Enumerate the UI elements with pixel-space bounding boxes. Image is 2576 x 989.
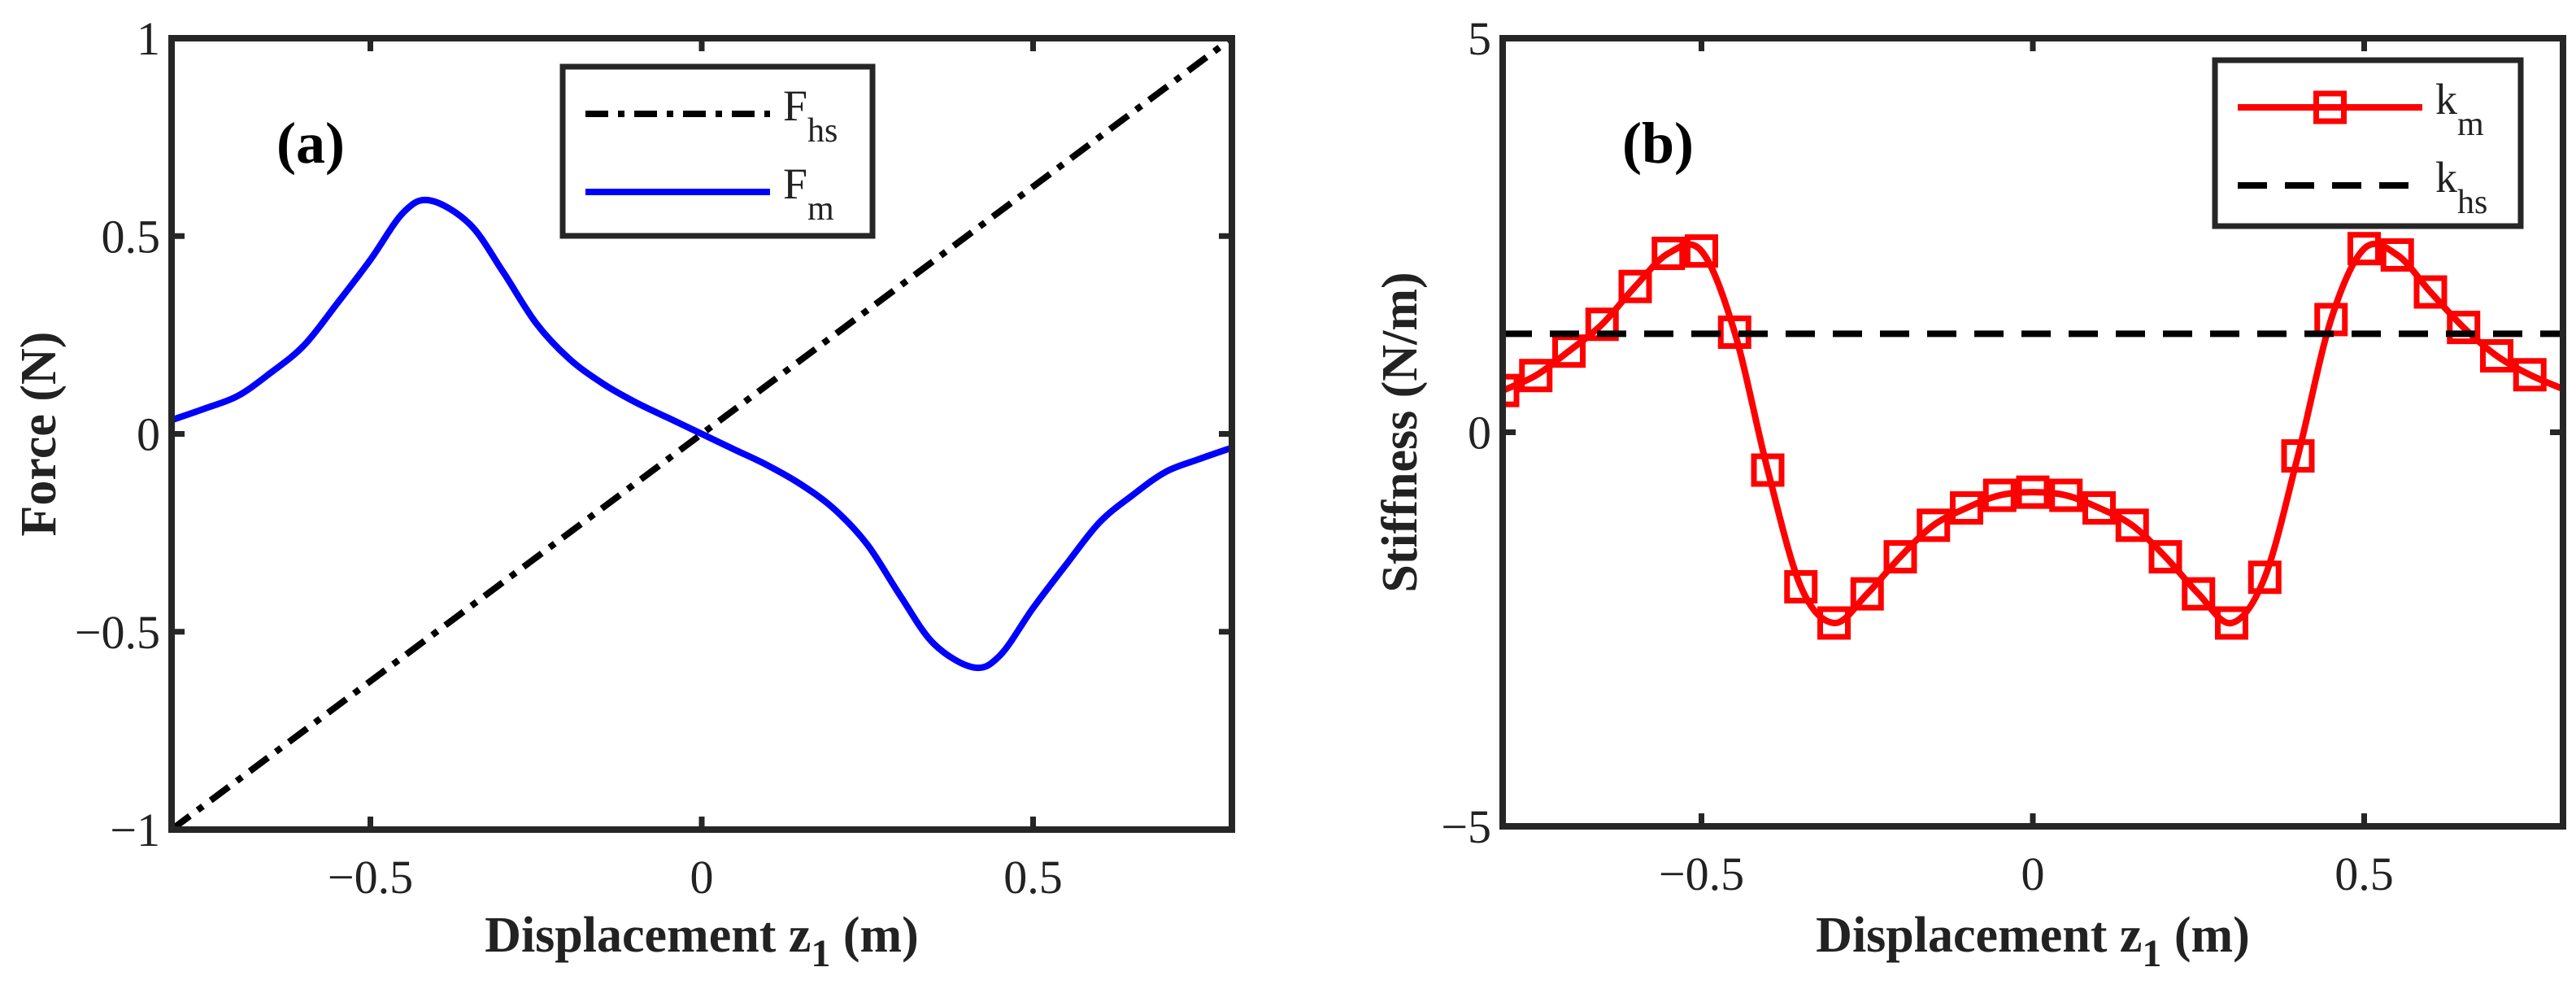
panel-b: −0.5 0 0.5 −5 0 5 (b) Displacement z1 (m) Stiffn…: [1373, 12, 2566, 975]
data-point-marker: [1917, 508, 1951, 542]
data-point-marker: [1950, 491, 1983, 525]
y-tick-label: 0: [137, 408, 160, 461]
data-point-marker: [2182, 577, 2216, 611]
data-point-marker: [2148, 540, 2182, 574]
legend-label-sub: m: [807, 190, 834, 228]
axes-box: [1499, 35, 2566, 830]
x-tick-label: 0.5: [2334, 847, 2394, 900]
series-km: [1503, 232, 2563, 640]
y-tick-label: 5: [1468, 12, 1491, 65]
data-point-marker: [1784, 569, 1818, 603]
x-tick-label: 0.5: [1003, 851, 1063, 904]
data-point-marker: [2082, 491, 2116, 525]
data-point-marker: [2413, 275, 2448, 309]
x-axis-title: Displacement z1 (m): [1816, 908, 2250, 975]
data-point-marker: [2115, 508, 2149, 542]
data-point-marker: [1503, 373, 1520, 407]
y-axis-title: Stiffness (N/m): [1373, 272, 1428, 592]
y-tick-label: 1: [137, 12, 160, 65]
legend-label-main: F: [783, 159, 807, 208]
data-point-marker: [2215, 606, 2248, 640]
y-tick-label: −1: [110, 804, 160, 856]
data-point-marker: [2348, 232, 2381, 266]
panel-label: (a): [276, 111, 345, 176]
x-axis-title-main: Displacement z: [485, 908, 811, 963]
legend-label: khs: [2435, 153, 2487, 221]
data-point-marker: [1552, 334, 1586, 368]
legend-box: [2212, 57, 2524, 229]
data-point-marker: [1817, 606, 1851, 640]
x-tick-label: 0: [2021, 847, 2045, 900]
y-tick-label: −0.5: [75, 606, 160, 659]
data-point-marker: [1982, 478, 2017, 512]
x-axis-title-main: Displacement z: [1816, 908, 2142, 963]
legend-label-sub: hs: [807, 112, 838, 150]
legend-label-main: F: [783, 81, 807, 130]
legend-marker: [2313, 90, 2347, 124]
data-point-marker: [1685, 234, 1718, 268]
data-point-marker: [1751, 453, 1785, 487]
x-axis-title-unit: (m): [2161, 908, 2249, 963]
data-point-marker: [2281, 439, 2315, 473]
data-point-marker: [1519, 359, 1553, 393]
panel-label: (b): [1622, 111, 1694, 176]
data-point-marker: [1883, 540, 1917, 574]
data-point-marker: [2380, 237, 2414, 272]
data-point-marker: [2447, 311, 2481, 345]
legend-label-main: k: [2435, 153, 2457, 202]
x-tick-label: −0.5: [1659, 847, 1744, 900]
Fm-line: [172, 196, 1232, 672]
data-point-marker: [1618, 269, 1652, 303]
legend-label: Fm: [783, 159, 834, 228]
x-axis-title-unit: (m): [830, 908, 918, 963]
x-axis-title-sub: 1: [2142, 932, 2161, 975]
legend-label-sub: hs: [2457, 184, 2487, 221]
legend-box: [559, 63, 876, 239]
km-line: [1503, 241, 2563, 627]
data-point-marker: [1651, 237, 1686, 271]
data-point-marker: [2480, 339, 2513, 373]
data-point-marker: [2049, 478, 2083, 512]
legend-label: km: [2435, 75, 2484, 143]
data-point-marker: [1585, 307, 1619, 342]
data-point-marker: [2247, 560, 2282, 595]
y-axis-title: Force (N): [11, 332, 67, 537]
legend-label: Fhs: [783, 81, 838, 150]
data-point-marker: [2513, 358, 2547, 392]
x-tick-label: 0: [690, 851, 714, 904]
x-axis-title-sub: 1: [811, 932, 830, 975]
panel-a: −0.5 0 0.5−1−0.500.51(a)Displacement z1 (m…: [11, 12, 1235, 975]
series-Fm: [172, 196, 1232, 672]
x-axis-title: Displacement z1 (m): [485, 908, 919, 975]
x-tick-label: −0.5: [328, 851, 413, 904]
y-tick-label: −5: [1441, 800, 1491, 853]
y-tick-label: 0.5: [102, 210, 161, 263]
data-point-marker: [1850, 577, 1884, 611]
axes-box: [168, 35, 1235, 833]
legend-label-main: k: [2435, 75, 2457, 124]
y-tick-label: 0: [1468, 407, 1491, 460]
data-point-marker: [2016, 475, 2050, 509]
legend-label-sub: m: [2457, 106, 2484, 143]
